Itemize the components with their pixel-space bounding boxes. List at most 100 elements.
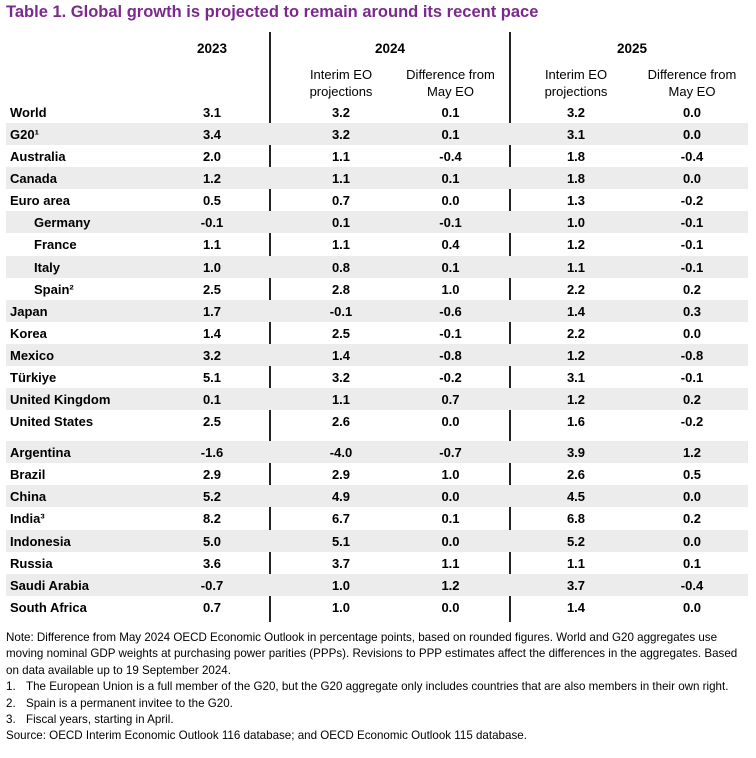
cell-d2025: 0.2 — [682, 511, 702, 527]
cell-d2025: -0.4 — [680, 149, 704, 165]
cell-i2025: 1.2 — [566, 237, 586, 253]
footnote-2: 2. Spain is a permanent invitee to the G… — [6, 696, 750, 712]
cell-i2025: 3.9 — [566, 445, 586, 461]
row-label: France — [34, 237, 77, 253]
row-label: G20¹ — [10, 127, 39, 143]
table-row: Germany -0.1 0.1 -0.1 1.0 -0.1 — [6, 211, 748, 234]
cell-d2024: -0.7 — [439, 445, 462, 461]
table-row: Spain² 2.5 2.8 1.0 2.2 0.2 — [6, 278, 748, 300]
cell-i2025: 3.1 — [566, 369, 586, 385]
row-label: Germany — [34, 215, 91, 231]
cell-d2025: 0.0 — [682, 599, 702, 615]
cell-i2024: 3.2 — [331, 127, 351, 143]
note-line: Note: Difference from May 2024 OECD Econ… — [6, 631, 718, 644]
cell-v2023: 1.1 — [202, 237, 222, 253]
cell-d2025: -0.4 — [680, 577, 704, 593]
row-label: China — [10, 489, 47, 505]
cell-d2024: 0.0 — [441, 599, 460, 615]
row-label: India³ — [10, 511, 45, 527]
cell-v2023: 1.2 — [202, 171, 222, 187]
cell-d2025: -0.1 — [680, 237, 704, 253]
cell-v2023: 3.1 — [202, 105, 222, 120]
cell-d2024: -0.2 — [439, 369, 462, 385]
cell-i2024: 0.1 — [331, 215, 351, 231]
row-label: Euro area — [10, 193, 70, 209]
table-row: France 1.1 1.1 0.4 1.2 -0.1 — [6, 233, 748, 255]
cell-d2024: 1.0 — [441, 467, 460, 483]
header-interim-2024-line1: Interim EO — [309, 67, 373, 82]
cell-i2025: 2.6 — [566, 467, 586, 483]
cell-i2024: 1.1 — [331, 149, 351, 165]
table-row: Saudi Arabia -0.7 1.0 1.2 3.7 -0.4 — [6, 573, 748, 596]
row-label: Japan — [10, 303, 48, 319]
cell-i2024: 1.4 — [331, 347, 351, 363]
table-row: Türkiye 5.1 3.2 -0.2 3.1 -0.1 — [6, 366, 748, 388]
cell-i2025: 1.4 — [566, 303, 586, 319]
table-row: United States 2.5 2.6 0.0 1.6 -0.2 — [6, 410, 748, 432]
cell-i2024: 3.2 — [331, 369, 351, 385]
cell-i2025: 3.1 — [566, 127, 586, 143]
column-divider-2024 — [269, 32, 271, 622]
row-label: Türkiye — [10, 369, 57, 385]
cell-d2024: 0.1 — [441, 127, 460, 143]
cell-d2025: 1.2 — [682, 445, 702, 461]
cell-i2025: 1.8 — [566, 171, 586, 187]
table-row: Japan 1.7 -0.1 -0.6 1.4 0.3 — [6, 299, 748, 322]
cell-v2023: 5.0 — [202, 533, 222, 549]
cell-i2025: 1.6 — [566, 414, 586, 430]
footnote-3: 3. Fiscal years, starting in April. — [6, 712, 750, 728]
cell-i2025: 5.2 — [566, 533, 586, 549]
cell-d2024: 1.0 — [441, 281, 460, 297]
table-row: Australia 2.0 1.1 -0.4 1.8 -0.4 — [6, 145, 748, 167]
table-row: South Africa 0.7 1.0 0.0 1.4 0.0 — [6, 596, 748, 618]
cell-i2025: 1.3 — [566, 193, 586, 209]
note-line: on data available up to 19 September 202… — [6, 663, 231, 677]
cell-v2023: 2.0 — [202, 149, 222, 165]
cell-i2025: 1.1 — [566, 259, 586, 275]
cell-i2025: 3.2 — [566, 105, 586, 120]
cell-v2023: 5.2 — [202, 489, 222, 505]
cell-i2024: 3.7 — [331, 555, 351, 571]
row-label: United States — [10, 414, 94, 430]
cell-i2024: 0.8 — [331, 259, 351, 275]
header-interim-2025: Interim EO projections — [526, 66, 626, 100]
header-diff-2025: Difference from May EO — [638, 66, 746, 100]
row-label: Russia — [10, 555, 53, 571]
cell-d2025: 0.0 — [682, 105, 702, 120]
cell-d2024: 0.7 — [441, 392, 460, 408]
cell-d2025: -0.8 — [680, 347, 704, 363]
cell-d2024: 0.1 — [441, 105, 460, 120]
cell-d2025: -0.2 — [680, 193, 704, 209]
table-row: World 3.1 3.2 0.1 3.2 0.0 — [6, 101, 748, 123]
table-row: Canada 1.2 1.1 0.1 1.8 0.0 — [6, 167, 748, 190]
table-row: Italy 1.0 0.8 0.1 1.1 -0.1 — [6, 255, 748, 278]
table-row: China 5.2 4.9 0.0 4.5 0.0 — [6, 485, 748, 508]
cell-v2023: 1.4 — [202, 325, 222, 341]
table-row: United Kingdom 0.1 1.1 0.7 1.2 0.2 — [6, 388, 748, 411]
table-row: Russia 3.6 3.7 1.1 1.1 0.1 — [6, 552, 748, 574]
cell-d2025: 0.5 — [682, 467, 702, 483]
header-diff-2025-line2: May EO — [668, 84, 716, 99]
cell-i2025: 1.4 — [566, 599, 586, 615]
row-label: United Kingdom — [10, 392, 111, 408]
cell-v2023: 8.2 — [202, 511, 222, 527]
footnote-text: Fiscal years, starting in April. — [26, 713, 174, 727]
cell-i2024: 2.8 — [331, 281, 351, 297]
cell-i2024: 2.6 — [331, 414, 351, 430]
cell-d2024: 0.1 — [441, 511, 460, 527]
row-label: Italy — [34, 259, 61, 275]
cell-i2024: 5.1 — [331, 533, 351, 549]
cell-v2023: 3.2 — [202, 347, 222, 363]
cell-i2024: 1.1 — [331, 171, 351, 187]
cell-v2023: 2.5 — [202, 281, 222, 297]
footnote-text: Spain is a permanent invitee to the G20. — [26, 696, 233, 710]
cell-v2023: 2.5 — [202, 414, 222, 430]
header-2025: 2025 — [616, 41, 648, 56]
cell-v2023: -0.7 — [200, 577, 224, 593]
cell-d2025: 0.2 — [682, 392, 702, 408]
cell-d2025: 0.0 — [682, 325, 702, 341]
row-label: Australia — [10, 149, 66, 165]
header-interim-2024: Interim EO projections — [291, 66, 391, 100]
cell-d2024: -0.4 — [439, 149, 462, 165]
row-label: Saudi Arabia — [10, 577, 89, 593]
